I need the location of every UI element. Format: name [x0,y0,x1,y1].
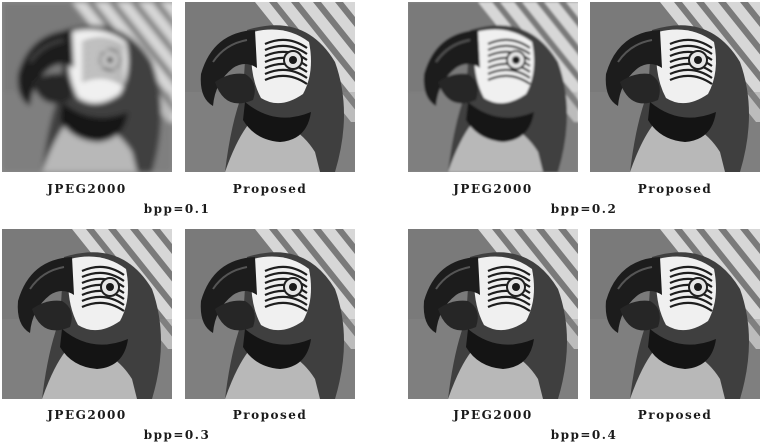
jpeg2000-image-bpp-0-3 [2,229,172,399]
caption-proposed: Proposed [232,182,308,196]
jpeg2000-image-bpp-0-1 [2,2,172,172]
caption-proposed: Proposed [232,408,308,422]
bpp-label: bpp=0.2 [550,202,618,216]
caption-jpeg2000: JPEG2000 [47,408,127,422]
proposed-image-bpp-0-2 [590,2,760,172]
caption-proposed: Proposed [637,182,713,196]
jpeg2000-image-bpp-0-4 [408,229,578,399]
proposed-image-bpp-0-3 [185,229,355,399]
proposed-image-bpp-0-4 [590,229,760,399]
caption-proposed: Proposed [637,408,713,422]
bpp-label: bpp=0.4 [550,428,618,442]
jpeg2000-image-bpp-0-2 [408,2,578,172]
caption-jpeg2000: JPEG2000 [453,408,533,422]
caption-jpeg2000: JPEG2000 [47,182,127,196]
bpp-label: bpp=0.3 [143,428,211,442]
proposed-image-bpp-0-1 [185,2,355,172]
bpp-label: bpp=0.1 [143,202,211,216]
caption-jpeg2000: JPEG2000 [453,182,533,196]
